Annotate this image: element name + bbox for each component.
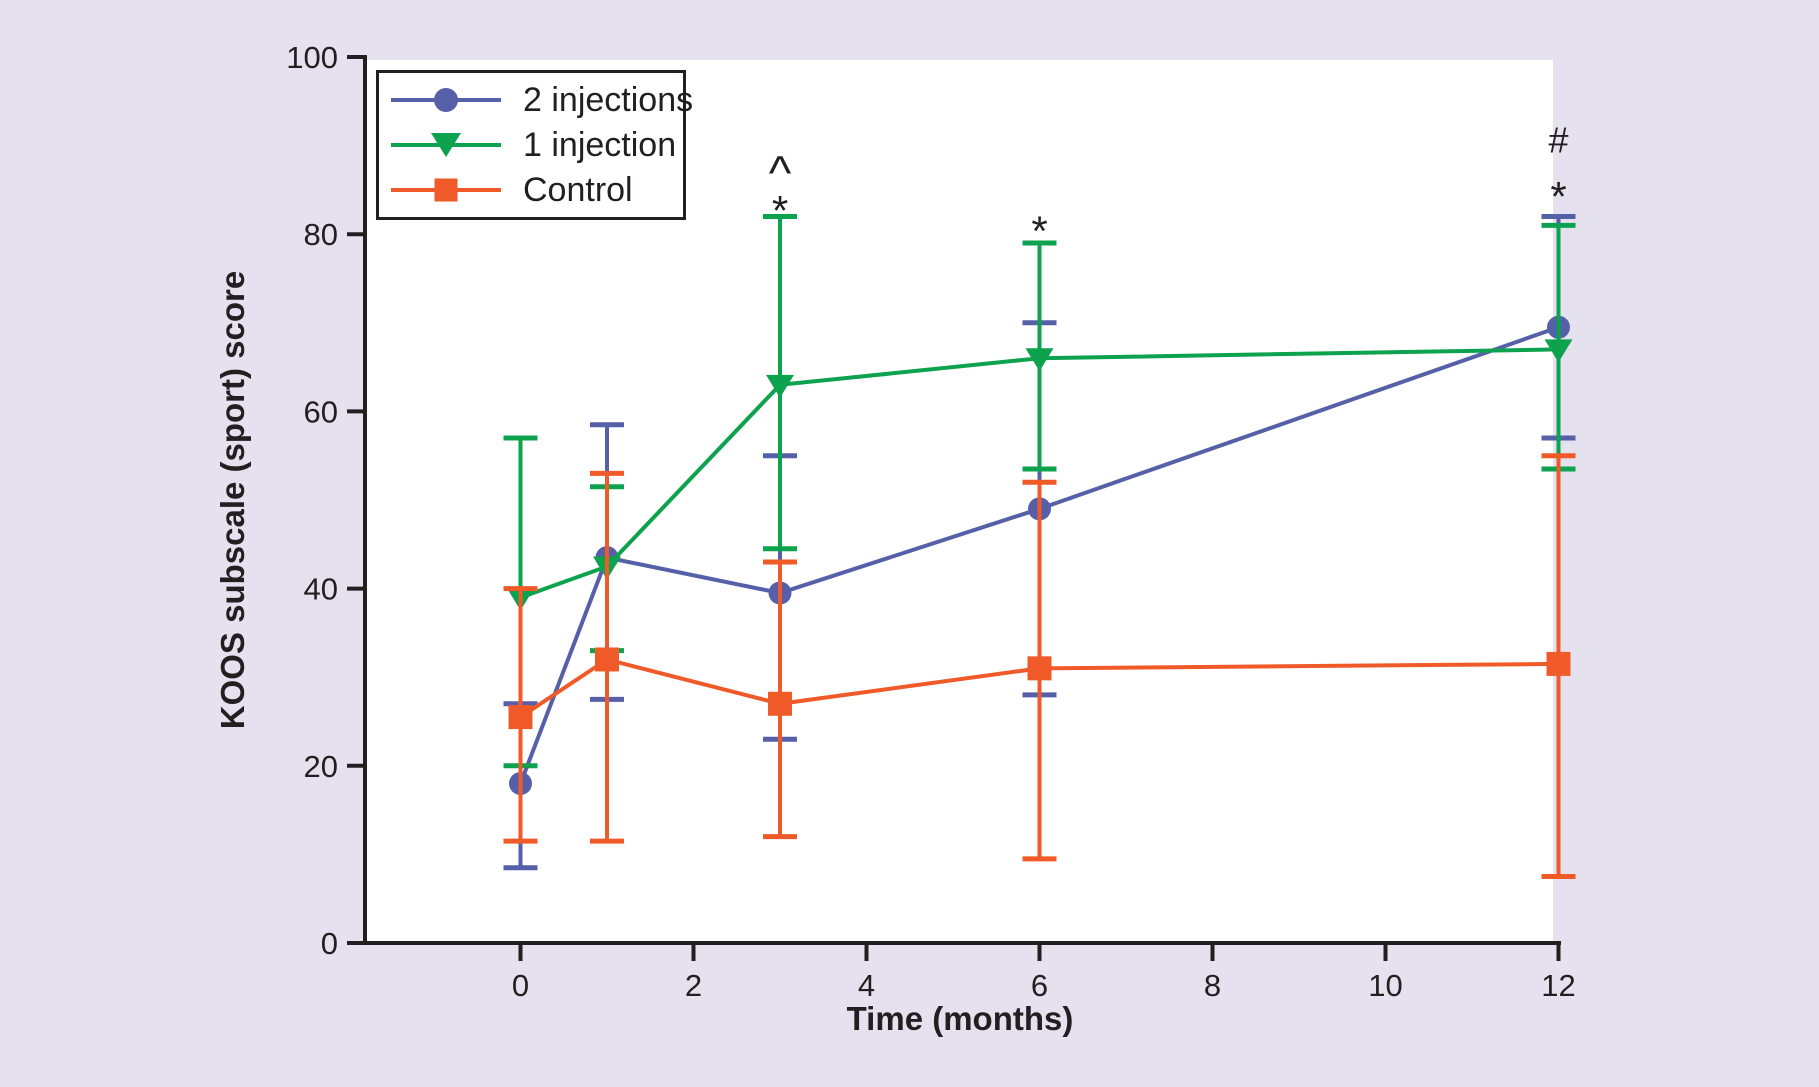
legend-item-1-injection: 1 injection bbox=[379, 123, 683, 167]
circle-marker-icon bbox=[434, 88, 458, 112]
data-point bbox=[1025, 348, 1054, 372]
y-tick-label: 0 bbox=[321, 926, 338, 961]
x-tick-label: 8 bbox=[1204, 968, 1221, 1003]
square-marker-icon bbox=[434, 178, 458, 202]
annotation-*: * bbox=[1031, 207, 1047, 254]
legend-item-control: Control bbox=[379, 168, 683, 212]
x-tick-label: 6 bbox=[1031, 968, 1048, 1003]
y-axis-title: KOOS subscale (sport) score bbox=[214, 270, 251, 730]
y-tick-label: 20 bbox=[304, 749, 338, 784]
triangle-marker-icon bbox=[431, 133, 461, 157]
series-control bbox=[503, 453, 1576, 880]
data-point bbox=[595, 647, 619, 672]
data-point bbox=[1027, 656, 1052, 681]
annotation-*: * bbox=[772, 187, 788, 234]
legend-swatch bbox=[391, 130, 501, 160]
x-tick-label: 4 bbox=[858, 968, 875, 1003]
legend-label: 2 injections bbox=[523, 80, 694, 119]
annotation-#: # bbox=[1548, 120, 1568, 161]
x-tick-label: 0 bbox=[512, 968, 529, 1003]
legend-item-2-injections: 2 injections bbox=[379, 78, 693, 122]
axes bbox=[347, 55, 1561, 961]
legend: 2 injections 1 injection Control bbox=[376, 70, 693, 220]
y-tick-label: 60 bbox=[304, 394, 338, 429]
data-point bbox=[1544, 339, 1573, 363]
y-tick-label: 80 bbox=[304, 217, 338, 252]
x-tick-label: 12 bbox=[1541, 968, 1575, 1003]
x-tick-label: 2 bbox=[685, 968, 702, 1003]
x-axis-title: Time (months) bbox=[846, 1000, 1074, 1037]
legend-swatch bbox=[391, 175, 501, 205]
data-point bbox=[768, 691, 792, 716]
data-point bbox=[1546, 651, 1571, 676]
y-tick-label: 40 bbox=[304, 572, 338, 607]
data-point bbox=[766, 374, 794, 398]
legend-swatch bbox=[391, 85, 501, 115]
legend-label: 1 injection bbox=[523, 125, 677, 164]
annotation-*: * bbox=[1550, 173, 1566, 220]
annotation-^: ^ bbox=[769, 147, 792, 200]
legend-label: Control bbox=[523, 170, 633, 209]
data-point bbox=[508, 705, 533, 730]
x-tick-label: 10 bbox=[1368, 968, 1402, 1003]
y-tick-label: 100 bbox=[286, 40, 338, 75]
